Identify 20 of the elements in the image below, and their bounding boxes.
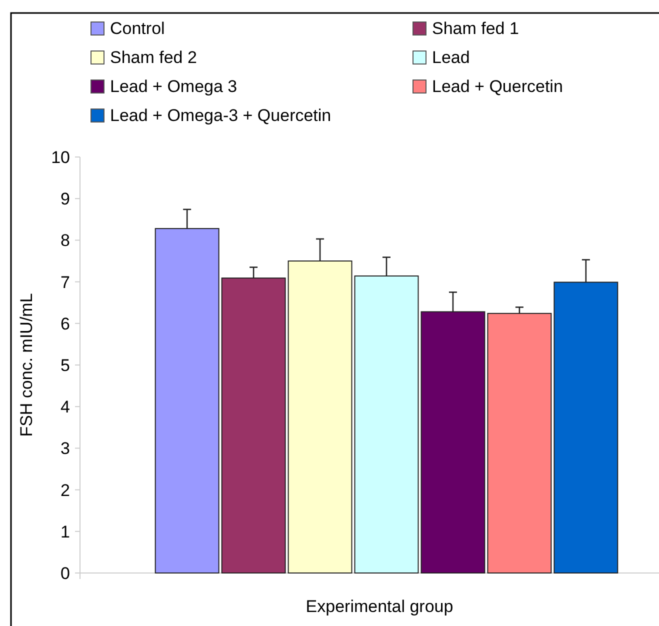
y-tick-label: 5 [60,356,70,375]
legend-label: Lead + Omega 3 [110,77,238,96]
legend-label: Lead [432,48,470,67]
y-tick-label: 1 [60,522,70,542]
y-tick-label: 9 [60,190,70,209]
y-tick-label: 7 [60,272,70,292]
y-tick-label: 10 [51,148,70,167]
legend-label: Lead + Quercetin [432,77,563,96]
y-tick-label: 8 [60,231,70,250]
y-tick-label: 3 [60,439,70,458]
legend-label: Lead + Omega-3 + Quercetin [110,106,332,125]
y-tick-label: 6 [60,314,70,334]
y-axis-title: FSH conc. mIU/mL [17,293,36,437]
y-tick-label: 0 [60,564,70,583]
legend-label: Sham fed 1 [432,19,519,38]
legend-label: Sham fed 2 [110,48,197,67]
y-tick-label: 2 [60,480,70,500]
legend-label: Control [110,19,165,38]
y-tick-label: 4 [60,398,70,417]
x-axis-title: Experimental group [306,597,454,616]
